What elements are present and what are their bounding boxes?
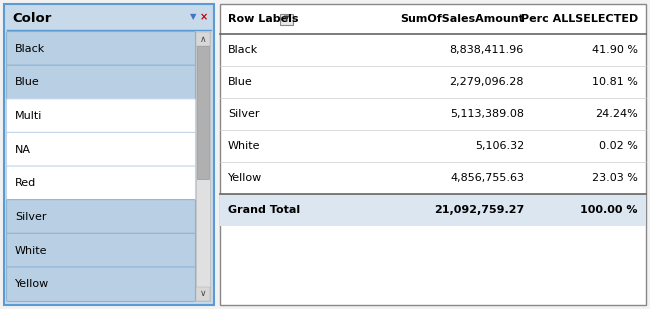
FancyBboxPatch shape <box>6 233 196 268</box>
Text: Black: Black <box>15 44 46 54</box>
Text: 21,092,759.27: 21,092,759.27 <box>434 205 524 215</box>
Text: 2,279,096.28: 2,279,096.28 <box>450 77 524 87</box>
Text: ▼: ▼ <box>284 15 289 21</box>
Text: Red: Red <box>15 178 36 188</box>
Text: 8,838,411.96: 8,838,411.96 <box>450 45 524 55</box>
FancyBboxPatch shape <box>220 4 646 305</box>
Text: Blue: Blue <box>15 78 40 87</box>
Text: Perc ALLSELECTED: Perc ALLSELECTED <box>521 14 638 24</box>
FancyBboxPatch shape <box>6 99 196 133</box>
FancyBboxPatch shape <box>280 14 292 24</box>
FancyBboxPatch shape <box>6 200 196 234</box>
Text: Row Labels: Row Labels <box>228 14 298 24</box>
Text: 5,106.32: 5,106.32 <box>474 141 524 151</box>
Text: SumOfSalesAmount: SumOfSalesAmount <box>400 14 524 24</box>
Text: Yellow: Yellow <box>228 173 262 183</box>
Text: White: White <box>228 141 261 151</box>
Text: ∧: ∧ <box>200 35 206 44</box>
Text: 100.00 %: 100.00 % <box>580 205 638 215</box>
Text: Multi: Multi <box>15 111 42 121</box>
FancyBboxPatch shape <box>6 32 196 66</box>
FancyBboxPatch shape <box>6 267 196 302</box>
FancyBboxPatch shape <box>196 32 210 301</box>
Text: White: White <box>15 246 47 256</box>
FancyBboxPatch shape <box>6 166 196 201</box>
Text: 4,856,755.63: 4,856,755.63 <box>450 173 524 183</box>
Text: Silver: Silver <box>228 109 259 119</box>
Text: 23.03 %: 23.03 % <box>592 173 638 183</box>
FancyBboxPatch shape <box>196 287 210 301</box>
Text: Blue: Blue <box>228 77 253 87</box>
Text: 0.02 %: 0.02 % <box>599 141 638 151</box>
Text: 5,113,389.08: 5,113,389.08 <box>450 109 524 119</box>
FancyBboxPatch shape <box>220 194 646 226</box>
FancyBboxPatch shape <box>197 46 209 179</box>
Text: Black: Black <box>228 45 258 55</box>
Text: Grand Total: Grand Total <box>228 205 300 215</box>
Text: ×: × <box>200 12 208 22</box>
Text: 24.24%: 24.24% <box>595 109 638 119</box>
Text: Color: Color <box>12 11 51 24</box>
FancyBboxPatch shape <box>196 32 210 46</box>
FancyBboxPatch shape <box>6 65 196 100</box>
Text: NA: NA <box>15 145 31 155</box>
Text: ∨: ∨ <box>200 290 206 298</box>
FancyBboxPatch shape <box>4 4 214 305</box>
Text: Yellow: Yellow <box>15 279 49 289</box>
Text: ▼: ▼ <box>190 12 196 22</box>
Text: 10.81 %: 10.81 % <box>592 77 638 87</box>
Text: 41.90 %: 41.90 % <box>592 45 638 55</box>
FancyBboxPatch shape <box>6 132 196 167</box>
Text: Silver: Silver <box>15 212 47 222</box>
